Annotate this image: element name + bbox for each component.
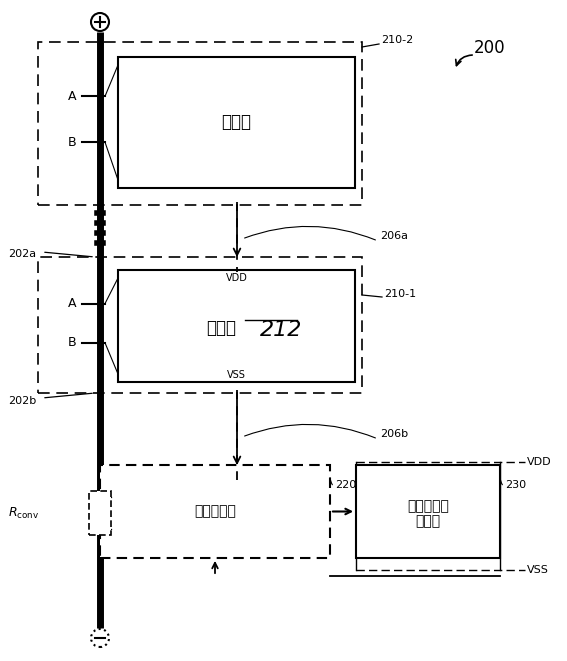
Text: VDD: VDD (527, 457, 552, 467)
Text: VDD: VDD (226, 273, 247, 283)
Text: 監視器: 監視器 (222, 114, 252, 132)
Text: 電流監視器: 電流監視器 (194, 504, 236, 518)
Bar (38, 257, 362, 393)
Bar (100, 465, 330, 558)
Text: 220: 220 (335, 480, 356, 490)
Text: B: B (67, 336, 77, 349)
Text: 210-1: 210-1 (384, 289, 416, 299)
Bar (38, 42, 362, 205)
Text: 電池パック: 電池パック (407, 500, 449, 514)
Text: 202b: 202b (8, 396, 36, 406)
Bar (89, 491, 111, 535)
Text: 210-2: 210-2 (381, 35, 413, 45)
Bar (356, 465, 500, 558)
Circle shape (91, 629, 109, 647)
Circle shape (91, 13, 109, 31)
Text: VSS: VSS (527, 565, 549, 575)
Bar (118, 270, 355, 382)
Text: 監視器: 監視器 (206, 319, 236, 337)
Text: 制御器: 制御器 (416, 514, 441, 529)
Text: A: A (67, 297, 76, 310)
Text: 230: 230 (505, 480, 526, 490)
Text: B: B (67, 136, 77, 149)
Text: $R_{\rm conv}$: $R_{\rm conv}$ (8, 506, 39, 521)
Text: A: A (67, 90, 76, 103)
Text: 206b: 206b (380, 429, 408, 439)
Text: 212: 212 (260, 320, 303, 340)
Text: VSS: VSS (227, 370, 246, 380)
Text: 200: 200 (474, 39, 506, 57)
Text: 202a: 202a (8, 249, 36, 259)
Text: 206a: 206a (380, 231, 408, 241)
Bar (118, 57, 355, 188)
